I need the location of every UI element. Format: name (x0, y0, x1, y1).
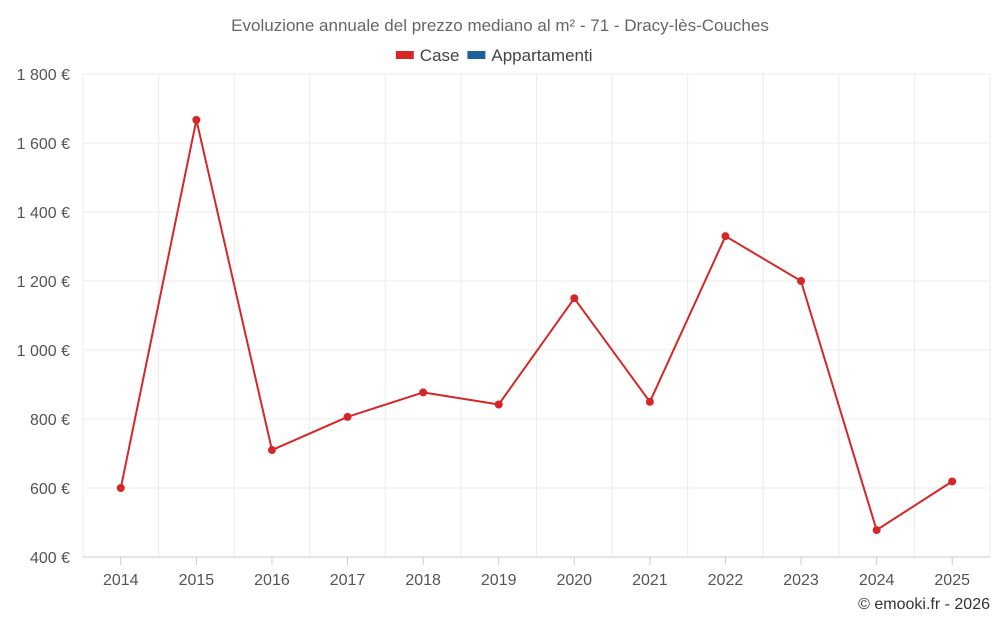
y-tick-label: 1 000 € (17, 343, 70, 360)
chart-title: Evoluzione annuale del prezzo mediano al… (231, 16, 769, 35)
x-tick-label: 2023 (783, 572, 819, 589)
legend-label-appartamenti: Appartamenti (491, 46, 592, 65)
legend-swatch-appartamenti (467, 51, 486, 59)
y-tick-label: 600 € (30, 481, 70, 498)
x-tick-label: 2016 (254, 572, 290, 589)
data-point (721, 232, 730, 241)
data-point (645, 397, 654, 406)
y-tick-label: 1 400 € (17, 205, 70, 222)
series-layer (116, 115, 957, 535)
data-point (797, 277, 806, 285)
legend-label-case: Case (420, 46, 460, 65)
data-point (872, 526, 881, 535)
x-tick-label: 2020 (556, 572, 592, 589)
legend: Case Appartamenti (395, 46, 593, 65)
x-tick-label: 2014 (103, 572, 139, 589)
x-tick-label: 2025 (934, 572, 970, 589)
y-tick-label: 1 200 € (17, 274, 70, 291)
credit-text: © emooki.fr - 2026 (858, 596, 990, 613)
x-tick-label: 2018 (405, 572, 441, 589)
data-point (948, 477, 957, 486)
x-tick-label: 2024 (859, 572, 895, 589)
y-tick-label: 400 € (30, 550, 70, 567)
data-point (116, 484, 125, 492)
y-tick-label: 1 800 € (17, 67, 70, 84)
data-point (419, 388, 428, 397)
data-point (343, 412, 352, 421)
x-tick-label: 2015 (179, 572, 215, 589)
legend-swatch-case (395, 51, 414, 59)
x-tick-label: 2021 (632, 572, 668, 589)
axes: 400 € 600 € 800 € 1 000 € 1 200 € 1 400 € 1 60… (17, 67, 990, 589)
x-tick-label: 2022 (708, 572, 744, 589)
y-tick-label: 800 € (30, 412, 70, 429)
x-tick-label: 2019 (481, 572, 517, 589)
data-point (494, 400, 503, 409)
data-point (267, 446, 276, 455)
grid (82, 73, 991, 557)
series-line-case (119, 118, 953, 532)
x-tick-label: 2017 (330, 572, 366, 589)
data-point (192, 115, 201, 124)
y-tick-label: 1 600 € (17, 136, 70, 153)
data-point (570, 294, 579, 303)
